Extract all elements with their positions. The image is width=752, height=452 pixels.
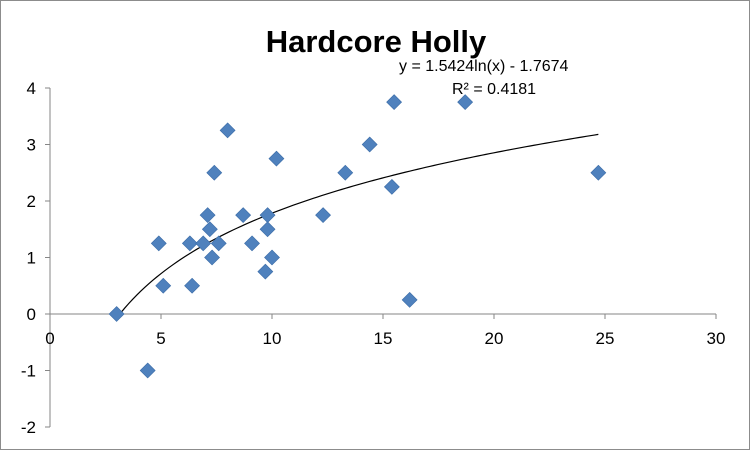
y-tick-label: 2 — [27, 192, 36, 211]
data-point — [139, 362, 156, 379]
data-point — [259, 221, 276, 238]
data-points — [108, 94, 607, 379]
chart-title: Hardcore Holly — [266, 24, 487, 59]
x-tick-label: 0 — [45, 329, 54, 348]
y-tick-label: 4 — [27, 79, 36, 98]
data-point — [201, 221, 218, 238]
data-point — [195, 235, 212, 252]
y-tick-label: 3 — [27, 136, 36, 155]
data-point — [259, 207, 276, 224]
data-point — [184, 277, 201, 294]
data-point — [361, 136, 378, 153]
data-point — [590, 164, 607, 181]
y-tick-label: 0 — [27, 305, 36, 324]
trendline — [116, 133, 599, 319]
data-point — [337, 164, 354, 181]
trendline-r2: R² = 0.4181 — [452, 81, 536, 98]
data-point — [235, 207, 252, 224]
data-point — [386, 94, 403, 111]
data-point — [244, 235, 260, 252]
x-tick-label: 15 — [374, 329, 393, 348]
data-point — [206, 164, 223, 181]
data-point — [155, 277, 172, 294]
data-point — [199, 207, 216, 224]
y-tick-label: 1 — [27, 249, 36, 268]
data-point — [219, 122, 236, 139]
data-point — [204, 249, 220, 266]
data-point — [457, 94, 474, 111]
x-tick-label: 10 — [263, 329, 282, 348]
data-point — [264, 249, 280, 266]
data-point — [257, 263, 274, 280]
y-tick-label: -2 — [21, 418, 36, 437]
data-point — [108, 306, 125, 322]
y-tick-label: -1 — [21, 362, 36, 381]
x-tick-label: 5 — [156, 329, 165, 348]
x-tick-label: 30 — [707, 329, 726, 348]
data-point — [150, 235, 167, 252]
x-tick-label: 20 — [485, 329, 504, 348]
data-point — [315, 207, 331, 224]
trendline-equation: y = 1.5424ln(x) - 1.7674 — [399, 58, 569, 75]
data-point — [383, 178, 400, 195]
data-point — [401, 291, 418, 308]
data-point — [210, 235, 227, 252]
axes: -2 -1 0 1 2 3 4 0 5 10 15 20 25 30 — [21, 79, 726, 437]
data-point — [181, 235, 198, 252]
x-tick-label: 25 — [596, 329, 615, 348]
data-point — [268, 150, 285, 167]
